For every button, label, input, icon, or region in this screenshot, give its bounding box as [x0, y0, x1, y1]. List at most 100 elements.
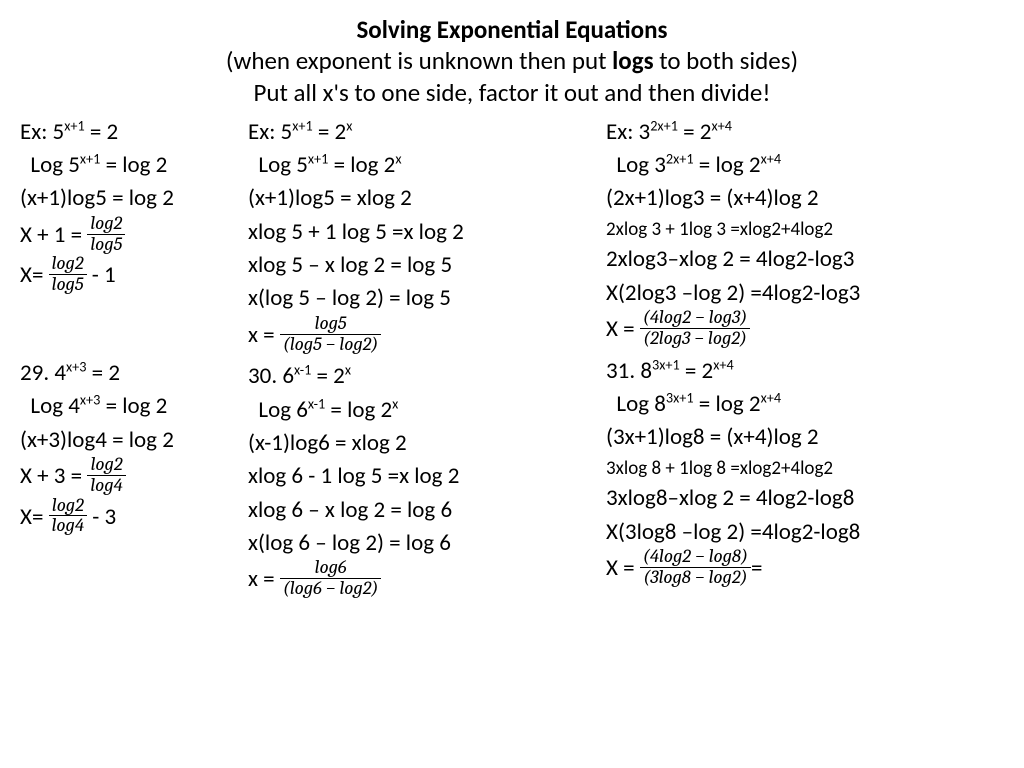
sup: x+1	[308, 149, 329, 167]
t: X + 3 =	[20, 462, 87, 490]
problem-29: 29. 4x+3 = 2 Log 4x+3 = log 2 (x+3)log4 …	[20, 357, 240, 538]
ex1-line5: X= log2log5 - 1	[20, 256, 240, 297]
num: log2	[87, 455, 125, 476]
t: = 2	[86, 359, 120, 387]
column-3: Ex: 32x+1 = 2x+4 Log 32x+1 = log 2x+4 (2…	[606, 116, 986, 601]
ex2-line6: x(log 5 – log 2) = log 5	[248, 282, 598, 315]
t: = log 2	[100, 392, 167, 420]
t: X =	[606, 315, 640, 343]
den: log4	[87, 476, 125, 496]
t: x =	[248, 321, 280, 349]
ex2-line5: xlog 5 – x log 2 = log 5	[248, 249, 598, 282]
t: = 2	[680, 357, 714, 385]
sup: x	[395, 149, 401, 167]
t: - 1	[87, 261, 116, 289]
p30-line1: 30. 6x-1 = 2x	[248, 360, 598, 393]
sup: x	[346, 116, 352, 134]
den: log5	[87, 235, 125, 255]
sup: x-1	[308, 394, 325, 412]
sub1-b: logs	[612, 45, 653, 76]
columns: Ex: 5x+1 = 2 Log 5x+1 = log 2 (x+1)log5 …	[20, 116, 1004, 601]
num: log6	[280, 558, 382, 579]
sub1-c: to both sides)	[654, 45, 799, 76]
t: = 2	[311, 362, 345, 390]
t: Log 8	[616, 390, 665, 418]
p30-line4: xlog 6 - 1 log 5 =x log 2	[248, 460, 598, 493]
sup: x+4	[761, 388, 782, 406]
ex1-line3: (x+1)log5 = log 2	[20, 182, 240, 215]
num: log2	[49, 254, 87, 275]
subtitle-1: (when exponent is unknown then put logs …	[20, 45, 1004, 76]
sup: x+4	[713, 355, 734, 373]
den: (3log8 − log2)	[640, 568, 751, 588]
document-page: Solving Exponential Equations (when expo…	[0, 0, 1024, 601]
problem-31: 31. 83x+1 = 2x+4 Log 83x+1 = log 2x+4 (3…	[606, 355, 986, 590]
p29-line2: Log 4x+3 = log 2	[20, 390, 240, 423]
sup: x+1	[64, 116, 85, 134]
sup: 3x+1	[652, 355, 680, 373]
num: log2	[87, 214, 125, 235]
p30-line6: x(log 6 – log 2) = log 6	[248, 527, 598, 560]
fraction: log5(log5 − log2)	[280, 314, 382, 355]
t: x =	[248, 565, 280, 593]
fraction: (4log2 − log3)(2log3 − log2)	[640, 308, 750, 349]
den: (log5 − log2)	[280, 335, 382, 355]
problem-30: 30. 6x-1 = 2x Log 6x-1 = log 2x (x-1)log…	[248, 360, 598, 601]
p31-line6: X(3log8 –log 2) =4log2-log8	[606, 516, 986, 549]
sub1-a: (when exponent is unknown then put	[226, 45, 612, 76]
example-3: Ex: 32x+1 = 2x+4 Log 32x+1 = log 2x+4 (2…	[606, 116, 986, 351]
ex3-line3: (2x+1)log3 = (x+4)log 2	[606, 182, 986, 215]
ex1-line4: X + 1 = log2log5	[20, 216, 240, 257]
p31-line3: (3x+1)log8 = (x+4)log 2	[606, 421, 986, 454]
t: = 2	[313, 118, 347, 146]
column-1: Ex: 5x+1 = 2 Log 5x+1 = log 2 (x+1)log5 …	[20, 116, 240, 601]
t: Ex: 5	[248, 118, 292, 146]
t: 30. 6	[248, 362, 294, 390]
den: log4	[49, 516, 87, 536]
p30-line2: Log 6x-1 = log 2x	[248, 394, 598, 427]
t: Log 6	[258, 396, 307, 424]
sup: x	[345, 361, 351, 379]
fraction: log2log5	[49, 254, 87, 295]
num: log2	[49, 496, 87, 517]
ex2-line7: x = log5(log5 − log2)	[248, 316, 598, 357]
fraction: log6(log6 − log2)	[280, 558, 382, 599]
sup: x	[392, 394, 398, 412]
t: =	[751, 554, 762, 582]
t: Log 3	[616, 151, 665, 179]
p31-line5: 3xlog8–xlog 2 = 4log2-log8	[606, 482, 986, 515]
p29-line5: X= log2log4 - 3	[20, 498, 240, 539]
den: log5	[49, 275, 87, 295]
p31-line4: 3xlog 8 + 1log 8 =xlog2+4log2	[606, 455, 986, 483]
p31-line1: 31. 83x+1 = 2x+4	[606, 355, 986, 388]
sup: x+4	[711, 116, 732, 134]
num: log5	[280, 314, 382, 335]
t: X=	[20, 261, 49, 289]
fraction: log2log4	[87, 455, 125, 496]
t: Ex: 3	[606, 118, 650, 146]
ex3-line1: Ex: 32x+1 = 2x+4	[606, 116, 986, 149]
example-2: Ex: 5x+1 = 2x Log 5x+1 = log 2x (x+1)log…	[248, 116, 598, 357]
ex3-line5: 2xlog3–xlog 2 = 4log2-log3	[606, 243, 986, 276]
t: X =	[606, 554, 640, 582]
fraction: log2log4	[49, 496, 87, 537]
header-block: Solving Exponential Equations (when expo…	[20, 14, 1004, 108]
t: = log 2	[325, 396, 392, 424]
ex3-line7: X = (4log2 − log3)(2log3 − log2)	[606, 310, 986, 351]
den: (log6 − log2)	[280, 579, 382, 599]
t: = 2	[678, 118, 712, 146]
t: Ex: 5	[20, 118, 64, 146]
num: (4log2 − log3)	[640, 308, 750, 329]
sup: x+1	[80, 149, 101, 167]
example-1: Ex: 5x+1 = 2 Log 5x+1 = log 2 (x+1)log5 …	[20, 116, 240, 297]
title: Solving Exponential Equations	[20, 14, 1004, 45]
column-2: Ex: 5x+1 = 2x Log 5x+1 = log 2x (x+1)log…	[248, 116, 598, 601]
t: = 2	[85, 118, 119, 146]
p29-line3: (x+3)log4 = log 2	[20, 424, 240, 457]
sup: 2x+1	[650, 116, 678, 134]
t: X + 1 =	[20, 221, 87, 249]
p31-line2: Log 83x+1 = log 2x+4	[606, 388, 986, 421]
t: - 3	[87, 502, 116, 530]
t: X=	[20, 502, 49, 530]
t: 29. 4	[20, 359, 66, 387]
